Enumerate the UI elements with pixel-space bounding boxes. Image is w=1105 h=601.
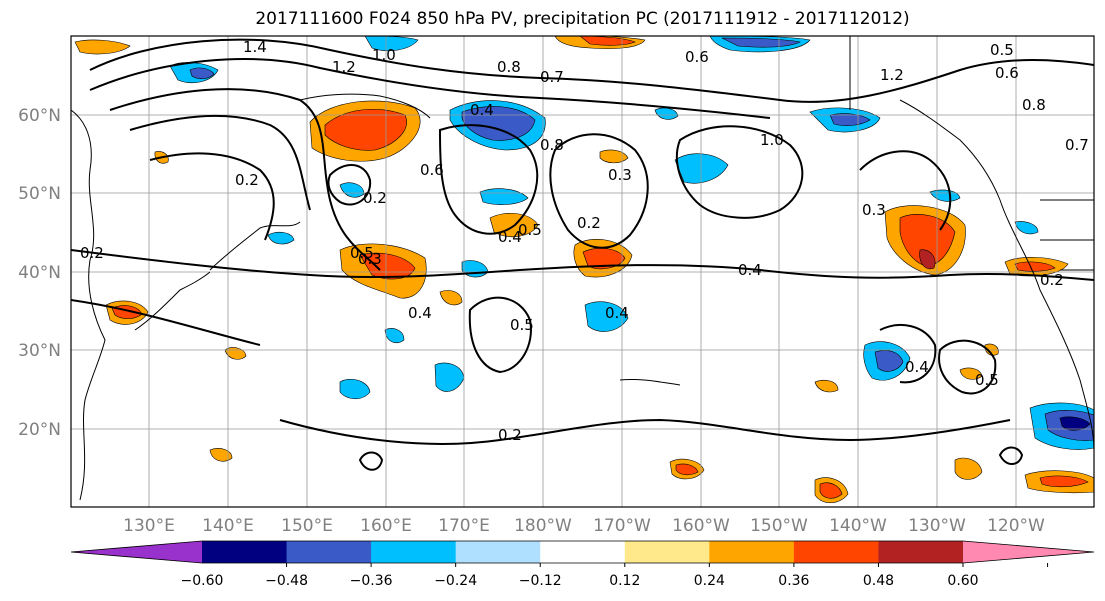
contour-label: 0.4 (905, 358, 929, 376)
contour-label: 0.6 (685, 48, 709, 66)
coastlines (71, 36, 1094, 501)
colorbar-segment (624, 541, 710, 563)
contour-label: 0.2 (80, 244, 104, 262)
colorbar-tick-label: 0.36 (778, 573, 809, 589)
colorbar-segment (793, 541, 879, 563)
lon-label: 120°W (987, 516, 1045, 536)
contour-label: 0.8 (1022, 96, 1046, 114)
colorbar-segment (878, 541, 964, 563)
colorbar: −0.60 −0.48 −0.36 −0.24 −0.12 0.12 0.24 0.36 0.4… (70, 540, 1095, 589)
contour-label: 0.2 (1040, 271, 1064, 289)
contour-label: 0.2 (363, 189, 387, 207)
contour-label: 0.6 (995, 64, 1019, 82)
lat-label: 30°N (18, 341, 61, 361)
colorbar-segment (540, 541, 626, 563)
colorbar-tick-label: 0.60 (947, 573, 978, 589)
colorbar-tick-label: −0.24 (434, 573, 477, 589)
contour-label: 0.7 (540, 68, 564, 86)
contour-label: 0.4 (738, 261, 762, 279)
contour-labels: 1.41.21.00.80.70.50.60.40.20.80.60.20.30… (80, 38, 1089, 444)
lon-label: 150°W (750, 516, 808, 536)
contour-label: 0.2 (577, 214, 601, 232)
colorbar-tick-label: −0.36 (350, 573, 393, 589)
chart-title: 2017111600 F024 850 hPa PV, precipitatio… (255, 9, 910, 29)
lon-label: 170°W (593, 516, 651, 536)
contour-label: 0.4 (605, 304, 629, 322)
lon-label: 140°E (202, 516, 254, 536)
contour-label: 0.7 (1065, 136, 1089, 154)
lon-label: 130°W (908, 516, 966, 536)
colorbar-outline (70, 540, 1095, 564)
contour-label: 0.5 (350, 244, 374, 262)
contour-label: 0.5 (975, 371, 999, 389)
contour-label: 0.5 (518, 221, 542, 239)
lat-label: 40°N (18, 263, 61, 283)
contour-label: 0.4 (408, 304, 432, 322)
colorbar-tick-label: −0.60 (181, 573, 224, 589)
contour-label: 0.5 (990, 41, 1014, 59)
pv-contours (71, 38, 1094, 471)
colorbar-segment (455, 541, 541, 563)
contour-label: 1.2 (332, 58, 356, 76)
colorbar-tick-label: 0.12 (609, 573, 640, 589)
colorbar-extend-max (963, 541, 1094, 563)
colorbar-tick-label: 0.48 (863, 573, 894, 589)
lat-label: 50°N (18, 184, 61, 204)
map-border (70, 35, 1095, 508)
lon-label: 140°W (829, 516, 887, 536)
colorbar-segment (286, 541, 372, 563)
colorbar-tick-label: 0.24 (694, 573, 725, 589)
lon-label: 180°W (514, 516, 572, 536)
contour-label: 0.4 (498, 228, 522, 246)
lon-label: 150°E (281, 516, 333, 536)
lon-label: 130°E (123, 516, 175, 536)
latitude-labels: 60°N 50°N 40°N 30°N 20°N (18, 106, 61, 440)
lat-label: 20°N (18, 420, 61, 440)
contour-label: 0.3 (862, 201, 886, 219)
colorbar-segment (371, 541, 457, 563)
colorbar-extend-min (71, 541, 202, 563)
contour-label: 0.5 (510, 316, 534, 334)
lon-label: 170°E (438, 516, 490, 536)
colorbar-tick-label: −0.48 (265, 573, 308, 589)
precip-positive-areas (74, 36, 1094, 504)
contour-label: 1.4 (243, 38, 267, 56)
contour-label: 0.3 (608, 166, 632, 184)
lat-label: 60°N (18, 106, 61, 126)
contour-label: 1.0 (760, 131, 784, 149)
contour-label: 0.8 (497, 58, 521, 76)
contour-label: 1.0 (372, 46, 396, 64)
colorbar-segment (709, 541, 795, 563)
contour-label: 0.6 (420, 161, 444, 179)
lon-label: 160°W (672, 516, 730, 536)
longitude-labels: 130°E 140°E 150°E 160°E 170°E 180°W 170°… (123, 516, 1045, 536)
lon-label: 160°E (360, 516, 412, 536)
contour-label: 0.2 (498, 426, 522, 444)
contour-label: 0.3 (358, 250, 382, 268)
contour-label: 0.8 (540, 136, 564, 154)
colorbar-segment (202, 541, 288, 563)
contour-label: 0.2 (235, 171, 259, 189)
contour-label: 1.2 (880, 66, 904, 84)
contour-label: 0.4 (470, 101, 494, 119)
colorbar-tick-label: −0.12 (519, 573, 562, 589)
